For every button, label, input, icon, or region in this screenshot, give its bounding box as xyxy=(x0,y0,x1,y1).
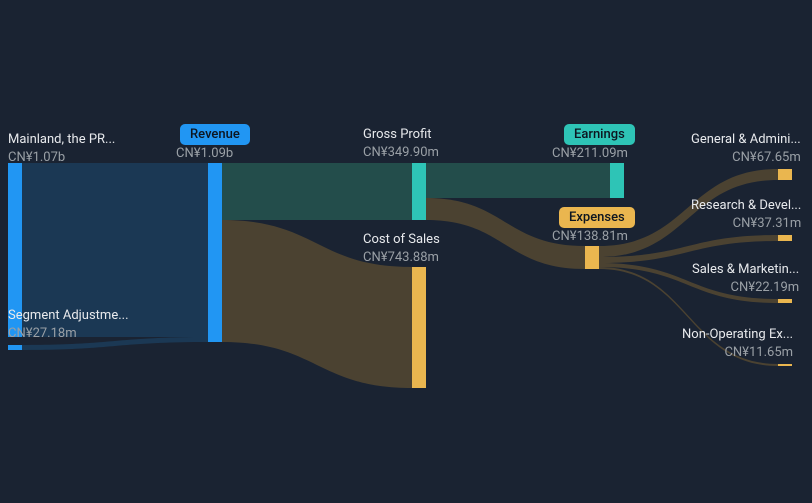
node-revenue-pill[interactable]: Revenue xyxy=(180,124,250,145)
node-sales-marketing-label: Sales & Marketin... CN¥22.19m xyxy=(692,261,799,296)
pill-text: Earnings xyxy=(574,127,625,142)
label-value: CN¥211.09m xyxy=(552,146,628,161)
node-earnings-value: CN¥211.09m xyxy=(552,145,628,163)
node-cost-of-sales-bar[interactable] xyxy=(412,267,426,388)
label-value: CN¥1.09b xyxy=(176,146,233,161)
label-value: CN¥138.81m xyxy=(552,229,628,244)
node-expenses-pill[interactable]: Expenses xyxy=(559,207,635,228)
label-text: Mainland, the PR... xyxy=(8,132,115,147)
node-segment-adj-bar[interactable] xyxy=(8,345,22,350)
node-gross-profit-label: Gross Profit CN¥349.90m xyxy=(363,126,439,161)
node-non-operating-label: Non-Operating Ex... CN¥11.65m xyxy=(682,326,793,361)
node-mainland-label: Mainland, the PR... CN¥1.07b xyxy=(8,131,115,166)
node-cost-of-sales-label: Cost of Sales CN¥743.88m xyxy=(363,231,440,266)
label-value: CN¥37.31m xyxy=(733,216,802,231)
label-value: CN¥11.65m xyxy=(724,345,793,360)
label-text: Segment Adjustme... xyxy=(8,308,129,323)
label-text: Cost of Sales xyxy=(363,232,440,247)
label-text: Research & Devel... xyxy=(691,198,801,213)
sankey-link[interactable] xyxy=(222,163,412,220)
label-value: CN¥1.07b xyxy=(8,150,65,165)
label-value: CN¥349.90m xyxy=(363,145,439,160)
sankey-link[interactable] xyxy=(426,163,610,198)
node-research-dev-bar[interactable] xyxy=(778,235,792,241)
pill-text: Revenue xyxy=(190,127,240,142)
node-gross-profit-bar[interactable] xyxy=(412,163,426,220)
node-research-dev-label: Research & Devel... CN¥37.31m xyxy=(691,197,801,232)
node-general-admin-label: General & Admini... CN¥67.65m xyxy=(691,131,801,166)
label-text: Sales & Marketin... xyxy=(692,262,799,277)
label-value: CN¥743.88m xyxy=(363,250,439,265)
node-expenses-bar[interactable] xyxy=(585,246,599,269)
label-value: CN¥22.19m xyxy=(731,280,800,295)
node-revenue-bar[interactable] xyxy=(208,163,222,342)
node-sales-marketing-bar[interactable] xyxy=(778,299,792,303)
label-text: Gross Profit xyxy=(363,127,432,142)
node-segment-adj-label: Segment Adjustme... CN¥27.18m xyxy=(8,307,129,342)
pill-text: Expenses xyxy=(569,210,625,225)
sankey-chart: Mainland, the PR... CN¥1.07b Segment Adj… xyxy=(0,0,812,503)
label-value: CN¥27.18m xyxy=(8,326,77,341)
node-earnings-pill[interactable]: Earnings xyxy=(564,124,635,145)
node-general-admin-bar[interactable] xyxy=(778,169,792,180)
node-revenue-value: CN¥1.09b xyxy=(176,145,233,163)
label-text: General & Admini... xyxy=(691,132,801,147)
node-non-operating-bar[interactable] xyxy=(778,364,792,366)
node-earnings-bar[interactable] xyxy=(610,163,624,198)
node-expenses-value: CN¥138.81m xyxy=(552,228,628,246)
label-text: Non-Operating Ex... xyxy=(682,327,793,342)
label-value: CN¥67.65m xyxy=(732,150,801,165)
